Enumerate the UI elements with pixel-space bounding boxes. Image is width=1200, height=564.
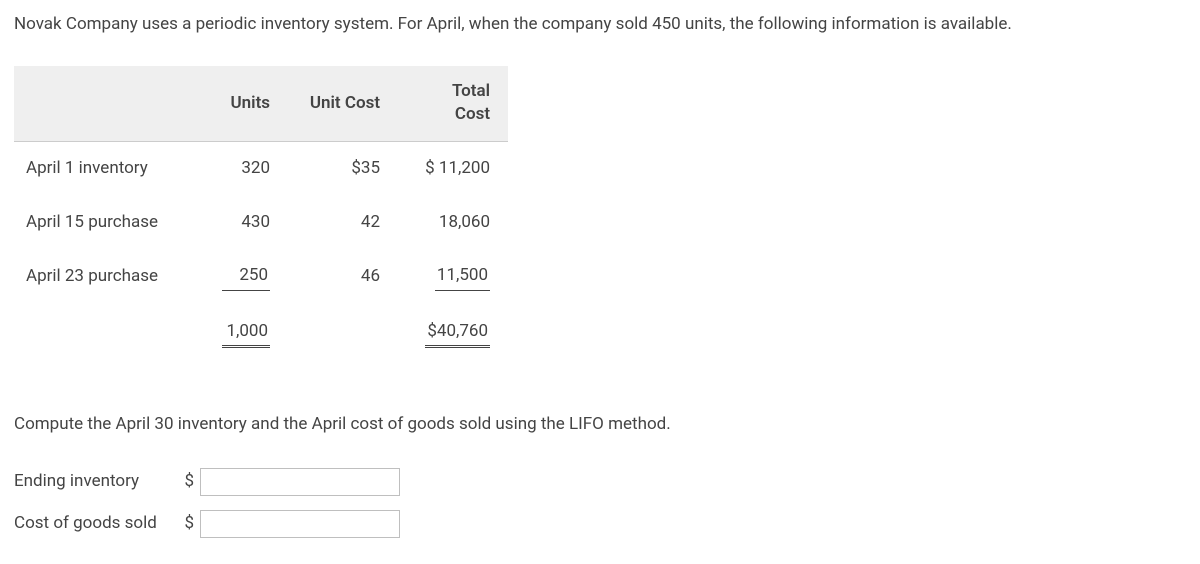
total-cost: $40,760: [398, 305, 508, 363]
row-label: April 1 inventory: [14, 142, 198, 196]
table-row: April 1 inventory 320 $35 $ 11,200: [14, 142, 508, 196]
row-total: 18,060: [398, 196, 508, 250]
answers-section: Ending inventory $ Cost of goods sold $: [14, 468, 1186, 538]
header-blank: [14, 66, 198, 142]
cogs-label: Cost of goods sold: [14, 511, 174, 537]
header-unitcost: Unit Cost: [288, 66, 398, 142]
row-units: 250: [198, 249, 288, 305]
total-blank: [14, 305, 198, 363]
header-total-line1: Total: [416, 80, 490, 104]
row-unitcost: 42: [288, 196, 398, 250]
header-totalcost: Total Cost: [398, 66, 508, 142]
inventory-table: Units Unit Cost Total Cost April 1 inven…: [14, 66, 508, 363]
instruction-text: Compute the April 30 inventory and the A…: [14, 412, 1186, 438]
row-total: 11,500: [398, 249, 508, 305]
row-label: April 23 purchase: [14, 249, 198, 305]
row-unitcost: $35: [288, 142, 398, 196]
ending-inventory-label: Ending inventory: [14, 469, 174, 495]
currency-symbol: $: [174, 511, 194, 537]
table-row: April 23 purchase 250 46 11,500: [14, 249, 508, 305]
currency-symbol: $: [174, 469, 194, 495]
cogs-input[interactable]: [200, 510, 400, 538]
table-row: April 15 purchase 430 42 18,060: [14, 196, 508, 250]
header-units: Units: [198, 66, 288, 142]
cogs-row: Cost of goods sold $: [14, 510, 1186, 538]
row-unitcost: 46: [288, 249, 398, 305]
row-units: 430: [198, 196, 288, 250]
table-total-row: 1,000 $40,760: [14, 305, 508, 363]
ending-inventory-row: Ending inventory $: [14, 468, 1186, 496]
total-units: 1,000: [198, 305, 288, 363]
intro-text: Novak Company uses a periodic inventory …: [14, 12, 1186, 38]
total-unitcost-blank: [288, 305, 398, 363]
ending-inventory-input[interactable]: [200, 468, 400, 496]
header-total-line2: Cost: [416, 103, 490, 127]
row-label: April 15 purchase: [14, 196, 198, 250]
row-total: $ 11,200: [398, 142, 508, 196]
row-units: 320: [198, 142, 288, 196]
